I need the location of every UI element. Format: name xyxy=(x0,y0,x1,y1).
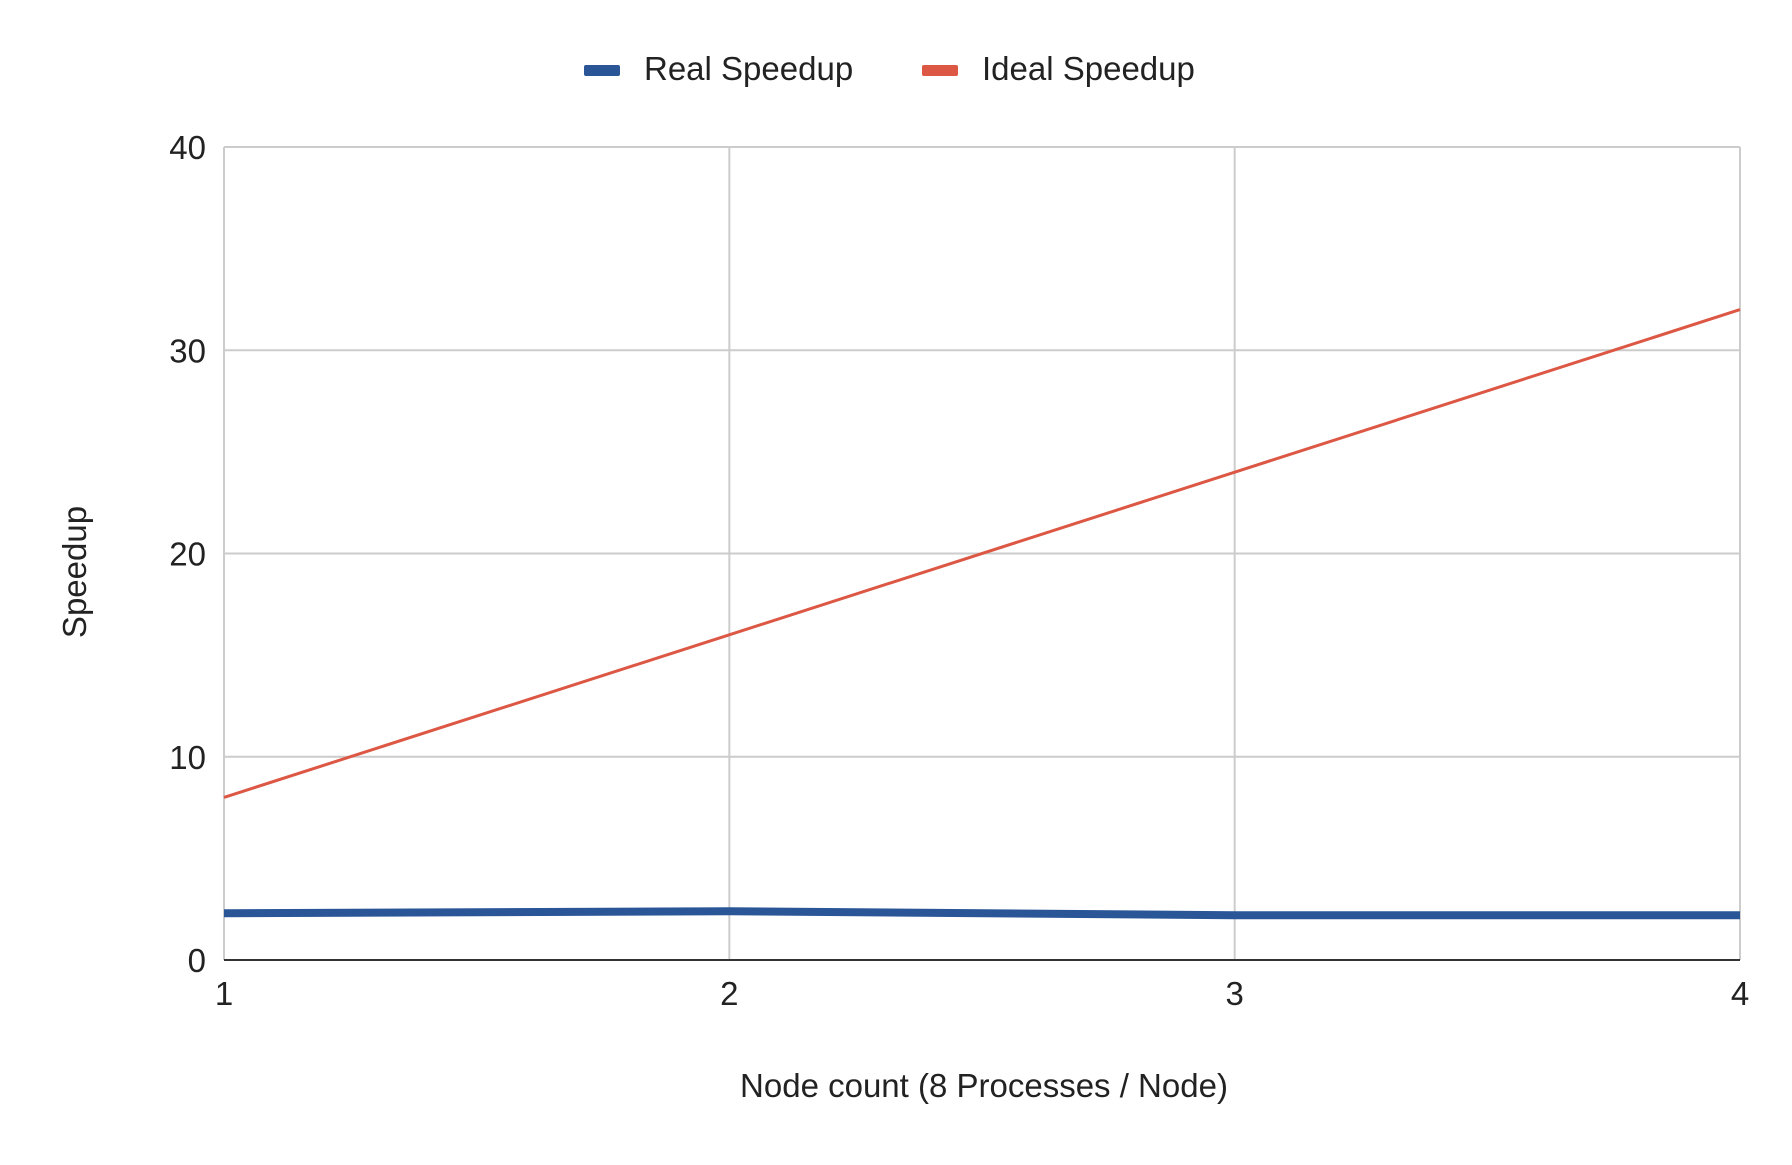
gridlines xyxy=(223,146,1741,960)
legend-label-real-speedup: Real Speedup xyxy=(644,50,853,87)
y-tick-label: 40 xyxy=(169,129,206,166)
x-tick-label: 1 xyxy=(215,975,233,1012)
legend-label-ideal-speedup: Ideal Speedup xyxy=(982,50,1195,87)
y-tick-label: 0 xyxy=(188,942,206,979)
y-axis-title: Speedup xyxy=(56,506,93,638)
x-axis-title: Node count (8 Processes / Node) xyxy=(740,1067,1228,1104)
y-tick-label: 30 xyxy=(169,332,206,369)
y-tick-label: 20 xyxy=(169,536,206,573)
tick-labels: 0 10 20 30 40 1 2 3 4 xyxy=(169,129,1749,1012)
legend-swatch-real-speedup xyxy=(584,65,620,76)
series-lines xyxy=(223,308,1741,920)
x-tick-label: 3 xyxy=(1225,975,1243,1012)
series-line-ideal-speedup xyxy=(223,308,1741,799)
series-line-real-speedup xyxy=(223,907,1740,920)
legend-swatch-ideal-speedup xyxy=(922,65,958,76)
x-tick-label: 4 xyxy=(1731,975,1749,1012)
y-tick-label: 10 xyxy=(169,739,206,776)
legend: Real Speedup Ideal Speedup xyxy=(584,50,1195,87)
x-tick-label: 2 xyxy=(720,975,738,1012)
